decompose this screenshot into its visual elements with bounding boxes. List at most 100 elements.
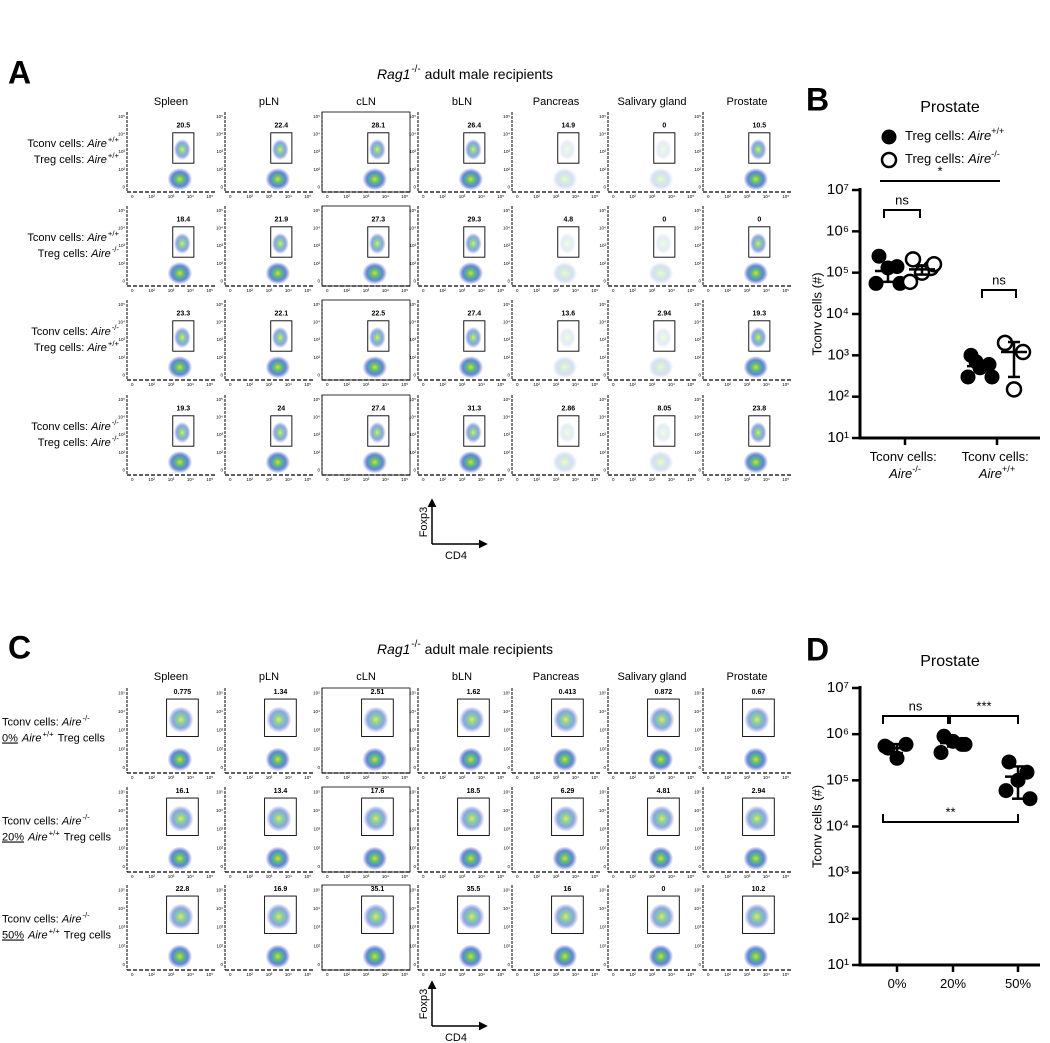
cell-cluster <box>743 356 769 379</box>
flow-tick-label: 10⁵ <box>206 972 213 977</box>
cell-cluster <box>271 421 289 444</box>
row-label: 0% Aire+/+ Treg cells <box>2 729 105 744</box>
cell-cluster <box>654 326 672 349</box>
flow-plot: 0 0 10² 10² 10³ 10³ 10⁴ 10⁴ 10⁵ 10⁵ 18.4 <box>118 206 215 293</box>
flow-tick-label: 0 <box>612 194 615 199</box>
flow-tick-label: 10³ <box>266 382 273 387</box>
cell-cluster <box>271 326 289 349</box>
flow-tick-label: 10⁴ <box>599 226 606 231</box>
flow-tick-label: 0 <box>698 184 701 189</box>
gate-percentage: 19.3 <box>753 311 767 318</box>
flow-plot: 0 0 10² 10² 10³ 10³ 10⁴ 10⁴ 10⁵ 10⁵ 1.62 <box>409 688 506 780</box>
flow-tick-label: 10⁵ <box>409 208 416 213</box>
flow-tick-label: 0 <box>603 962 606 967</box>
flow-tick-label: 10⁴ <box>503 906 510 911</box>
cell-cluster <box>265 356 291 379</box>
gate <box>270 415 293 447</box>
flow-tick-label: 10² <box>216 261 223 266</box>
cell-cluster <box>173 421 191 444</box>
flow-tick-label: 10⁴ <box>285 874 292 879</box>
flow-plot: 0 0 10² 10² 10³ 10³ 10⁴ 10⁴ 10⁵ 10⁵ 16 <box>503 885 600 977</box>
gate-percentage: 6.29 <box>561 788 575 795</box>
flow-tick-label: 10⁵ <box>782 775 789 780</box>
cell-cluster <box>362 747 388 772</box>
flow-tick-label: 0 <box>220 467 223 472</box>
flow-tick-label: 10⁴ <box>382 382 389 387</box>
flow-frame <box>321 394 411 476</box>
gate-percentage: 0 <box>662 217 666 224</box>
flow-tick-label: 10² <box>724 972 731 977</box>
flow-tick-label: 0 <box>122 765 125 770</box>
label-part: Aire <box>90 326 111 338</box>
cell-cluster <box>648 747 674 772</box>
flow-tick-label: 10⁴ <box>285 477 292 482</box>
flow-tick-label: 10³ <box>266 194 273 199</box>
flow-tick-label: 10⁴ <box>694 709 701 714</box>
flow-tick-label: 10³ <box>503 243 510 248</box>
y-tick-label: 10² <box>827 910 849 927</box>
flow-tick-label: 10⁴ <box>382 972 389 977</box>
flow-tick-label: 10³ <box>744 477 751 482</box>
flow-plot: 0 0 10² 10² 10³ 10³ 10⁴ 10⁴ 10⁵ 10⁵ 2.51 <box>313 687 411 780</box>
data-point <box>957 736 973 752</box>
flow-tick-label: 10⁴ <box>763 874 770 879</box>
flow-tick-label: 0 <box>122 372 125 377</box>
cell-cluster <box>265 846 291 871</box>
flow-tick-label: 10³ <box>266 972 273 977</box>
flow-plot: 0 0 10² 10² 10³ 10³ 10⁴ 10⁴ 10⁵ 10⁵ 35.5 <box>409 885 506 977</box>
label-part: +/+ <box>108 135 120 144</box>
flow-plot: 0 0 10² 10² 10³ 10³ 10⁴ 10⁴ 10⁵ 10⁵ 22.4 <box>216 112 313 199</box>
flow-tick-label: 0 <box>317 184 320 189</box>
gate <box>172 415 195 447</box>
flow-tick-label: 10² <box>313 167 320 172</box>
flow-tick-label: 10³ <box>266 477 273 482</box>
cell-cluster <box>649 903 675 930</box>
flow-tick-label: 10² <box>724 382 731 387</box>
flow-tick-label: 10³ <box>313 243 320 248</box>
flow-tick-label: 0 <box>516 477 519 482</box>
flow-plot: 0 0 10² 10² 10³ 10³ 10⁴ 10⁴ 10⁵ 10⁵ 2.86 <box>503 395 600 482</box>
flow-tick-label: 0 <box>422 874 425 879</box>
flow-tick-label: 10² <box>343 194 350 199</box>
flow-tick-label: 10⁵ <box>216 397 223 402</box>
flow-plot: 0 0 10² 10² 10³ 10³ 10⁴ 10⁴ 10⁵ 10⁵ 4.81 <box>599 787 696 879</box>
flow-tick-label: 10⁴ <box>763 972 770 977</box>
y-axis-title: Tconv cells (#) <box>809 785 824 868</box>
flow-tick-label: 0 <box>122 184 125 189</box>
gate <box>742 698 775 737</box>
flow-tick-label: 10⁵ <box>497 382 504 387</box>
cell-cluster <box>749 138 767 161</box>
label-part: 0% <box>888 976 907 991</box>
panel-letter: D <box>806 631 829 667</box>
legend-label: Treg cells: Aire-/- <box>905 149 1000 166</box>
flow-tick-label: 10³ <box>168 382 175 387</box>
data-point <box>877 738 893 754</box>
flow-tick-label: 10⁴ <box>216 415 223 420</box>
cell-cluster <box>362 356 388 379</box>
flow-tick-label: 10² <box>216 167 223 172</box>
flow-tick-label: 10⁴ <box>599 709 606 714</box>
flow-plot: 0 0 10² 10² 10³ 10³ 10⁴ 10⁴ 10⁵ 10⁵ 0.775 <box>118 688 215 780</box>
flow-tick-label: 10⁵ <box>313 114 320 119</box>
flow-tick-label: 10² <box>694 746 701 751</box>
flow-tick-label: 10⁵ <box>599 789 606 794</box>
significance-label: ns <box>992 272 1006 287</box>
cell-cluster <box>266 903 292 930</box>
flow-tick-label: 0 <box>122 278 125 283</box>
flow-tick-label: 10² <box>148 477 155 482</box>
cell-cluster <box>458 451 484 474</box>
label-part: Rag1 <box>377 641 410 657</box>
flow-tick-label: 10² <box>313 943 320 948</box>
cell-cluster <box>459 903 485 930</box>
flow-tick-label: 10³ <box>409 149 416 154</box>
flow-tick-label: 10² <box>629 194 636 199</box>
flow-tick-label: 10² <box>599 167 606 172</box>
flow-tick-label: 10⁵ <box>591 288 598 293</box>
label-part: 0% <box>2 732 18 744</box>
label-part: Aire <box>27 831 48 843</box>
flow-tick-label: 0 <box>422 194 425 199</box>
flow-tick-label: 10⁵ <box>497 194 504 199</box>
flow-tick-label: 10³ <box>168 775 175 780</box>
cell-cluster <box>553 903 579 930</box>
gate <box>166 797 199 836</box>
